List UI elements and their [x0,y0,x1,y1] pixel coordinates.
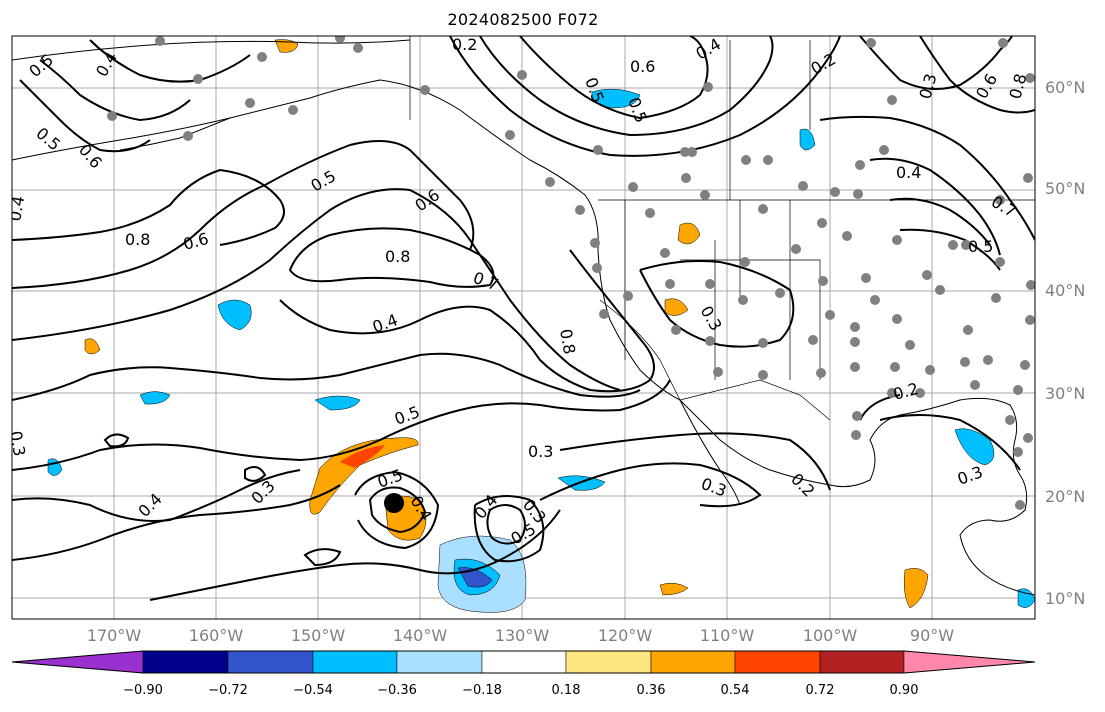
lat-label-40n: 40°N [1045,281,1086,300]
svg-text:0.3: 0.3 [6,429,29,457]
colorbar-tick: −0.36 [377,683,417,698]
map-content: 0.2 0.6 0.4 0.2 0.3 0.6 0.8 0.4 0.7 0.5 … [5,35,1035,619]
lon-label-110w: 110°W [699,626,755,645]
lat-label-10n: 10°N [1045,589,1086,608]
map-border [11,35,1036,620]
coastlines [12,39,1035,596]
svg-text:0.2: 0.2 [452,35,477,54]
svg-text:0.4: 0.4 [896,163,921,182]
svg-text:0.5: 0.5 [968,237,993,256]
lon-label-170w: 170°W [86,626,142,645]
colorbar-tick: −0.54 [293,683,333,698]
svg-text:0.3: 0.3 [528,442,553,461]
colorbar-tick: 0.54 [720,683,750,698]
colorbar-tick: −0.90 [123,683,163,698]
lon-label-130w: 130°W [494,626,550,645]
svg-text:0.4: 0.4 [5,194,28,222]
map-title: 2024082500 F072 [447,10,599,29]
lon-label-150w: 150°W [290,626,346,645]
storm-center-marker [384,493,404,513]
svg-text:0.8: 0.8 [385,247,410,266]
lat-label-30n: 30°N [1045,384,1086,403]
svg-text:0.6: 0.6 [630,57,655,76]
lon-label-100w: 100°W [802,626,858,645]
lon-label-90w: 90°W [909,626,955,645]
colorbar-tick: −0.18 [462,683,502,698]
colorbar-tick: 0.18 [551,683,581,698]
colorbar-tick: 0.72 [805,683,835,698]
lat-label-20n: 20°N [1045,487,1086,506]
station-dots [107,36,1035,510]
colorbar-tick: 0.36 [636,683,666,698]
political-borders [409,36,1035,421]
lon-label-160w: 160°W [188,626,244,645]
lat-label-50n: 50°N [1045,179,1086,198]
colorbar-tick: −0.72 [208,683,248,698]
map-frame-bg [12,36,1035,619]
colorbar-tick: 0.90 [889,683,919,698]
lat-label-60n: 60°N [1045,78,1086,97]
lon-label-120w: 120°W [597,626,653,645]
svg-text:0.8: 0.8 [556,327,579,355]
lon-label-140w: 140°W [392,626,448,645]
svg-text:0.8: 0.8 [125,230,150,249]
colorbar [11,650,1036,674]
